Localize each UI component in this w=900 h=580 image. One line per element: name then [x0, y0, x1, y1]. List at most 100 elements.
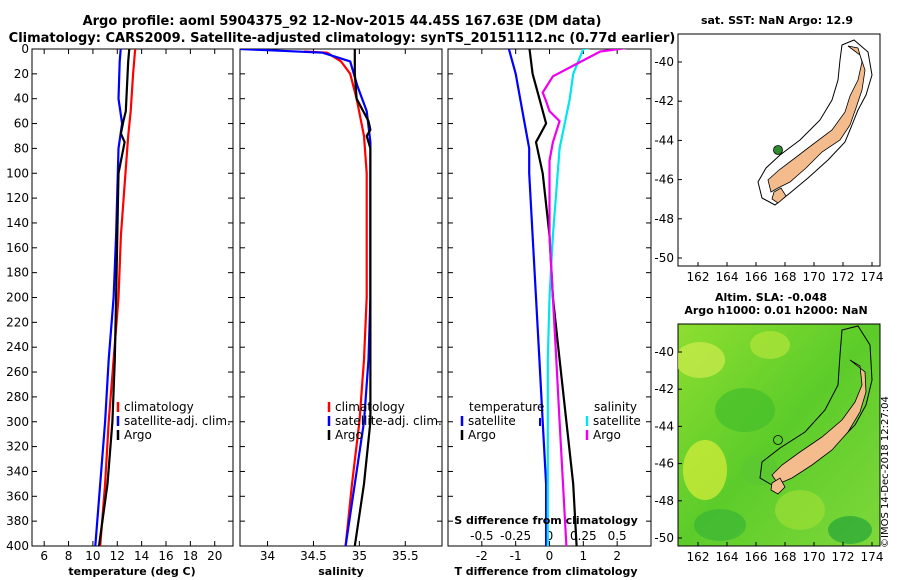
depth-tick-label: 240	[6, 340, 29, 354]
difference-legend: temperature satellite Argo salinity sate…	[460, 400, 641, 442]
sst-map-lat-label: -48	[654, 212, 674, 226]
difference-legend-salinity-title: salinity	[594, 400, 637, 414]
difference-series-s-satellite	[546, 49, 591, 546]
salinity-axes-box	[239, 48, 443, 547]
temperature-series-climatology	[99, 49, 137, 546]
sla-map-lat-label: -42	[654, 382, 674, 396]
sst-map-land	[767, 45, 866, 193]
salinity-diff-tick-label: -0.5	[470, 529, 493, 543]
temperature-xtick-label: 18	[183, 549, 198, 563]
salinity-diff-tick-label: 0.25	[570, 529, 597, 543]
sla-map-lat-label: -46	[654, 457, 674, 471]
sst-map-lon-label: 174	[861, 270, 884, 284]
sla-anomaly-high	[678, 342, 725, 378]
sla-map-lon-label: 170	[803, 550, 826, 564]
salinity-series-climatology	[304, 50, 368, 546]
sst-map-lon-label: 162	[687, 270, 710, 284]
temperature-series-argo	[97, 49, 131, 546]
difference-series-t-satellite	[507, 49, 548, 546]
sst-map-lat-label: -50	[654, 251, 674, 265]
sst-map-lat-label: -40	[654, 55, 674, 69]
temperature-xtick-label: 8	[65, 549, 73, 563]
sla-map-title-line2: Argo h1000: 0.01 h2000: NaN	[684, 304, 867, 317]
sla-anomaly-low	[694, 509, 746, 541]
difference-xtick-label: 2	[613, 549, 621, 563]
difference-legend-s-satellite: satellite	[593, 414, 641, 428]
sla-map-lat-label: -48	[654, 494, 674, 508]
temperature-legend: climatology satellite-adj. clim. Argo	[116, 400, 231, 442]
sla-map: Altim. SLA: -0.048 Argo h1000: 0.01 h200…	[654, 291, 883, 564]
salinity-xtick-label: 35.5	[392, 549, 419, 563]
depth-tick-label: 160	[6, 241, 29, 255]
depth-tick-label: 120	[6, 191, 29, 205]
sst-map-title: sat. SST: NaN Argo: 12.9	[701, 14, 853, 27]
difference-series-s-argo	[541, 49, 628, 546]
figure-title-line1: Argo profile: aoml 5904375_92 12-Nov-201…	[83, 14, 602, 29]
temperature-legend-satellite: satellite-adj. clim.	[124, 414, 231, 428]
sla-anomaly-high	[775, 490, 825, 530]
salinity-xtick-label: 34	[260, 549, 275, 563]
sst-map-lon-label: 170	[803, 270, 826, 284]
depth-tick-label: 320	[6, 440, 29, 454]
sla-map-title-line1: Altim. SLA: -0.048	[715, 291, 827, 304]
sla-map-lat-label: -50	[654, 531, 674, 545]
sla-map-lat-label: -44	[654, 419, 674, 433]
depth-tick-label: 40	[14, 92, 29, 106]
temperature-xtick-label: 10	[85, 549, 100, 563]
salinity-legend-satellite: satellite-adj. clim.	[335, 414, 442, 428]
temperature-xlabel: temperature (deg C)	[68, 565, 195, 578]
depth-tick-label: 200	[6, 291, 29, 305]
salinity-xtick-label: 34.5	[300, 549, 327, 563]
sst-map-stewart-island	[771, 187, 787, 204]
sla-map-lon-label: 162	[687, 550, 710, 564]
sla-map-stewart-island	[770, 477, 786, 495]
difference-legend-s-argo: Argo	[593, 428, 621, 442]
depth-tick-label: 400	[6, 539, 29, 553]
depth-tick-label: 20	[14, 67, 29, 81]
depth-tick-label: 380	[6, 514, 29, 528]
copyright-stamp: ©IMOS 14-Dec-2018 12:27:04	[880, 396, 891, 548]
sst-map: sat. SST: NaN Argo: 12.9 162 164 166 168 170…	[654, 14, 883, 284]
sst-map-lon-label: 164	[716, 270, 739, 284]
sla-map-field	[678, 325, 873, 544]
temperature-xtick-label: 16	[158, 549, 173, 563]
difference-series-t-argo	[528, 49, 578, 546]
sla-anomaly-high	[683, 440, 727, 500]
depth-tick-label: 180	[6, 266, 29, 280]
depth-tick-label: 340	[6, 464, 29, 478]
sla-anomaly-low	[742, 454, 778, 486]
sst-map-lat-label: -44	[654, 133, 674, 147]
sla-map-lon-label: 168	[774, 550, 797, 564]
depth-tick-label: 140	[6, 216, 29, 230]
sla-map-land	[771, 359, 867, 485]
temperature-xtick-label: 14	[134, 549, 149, 563]
salinity-xlabel: salinity	[318, 565, 364, 578]
salinity-panel: 34 34.5 35 35.5 salinity climatology satell…	[239, 48, 443, 578]
difference-legend-t-argo: Argo	[468, 428, 496, 442]
sla-anomaly-low	[715, 388, 775, 432]
sla-anomaly-high	[750, 331, 790, 359]
temperature-xtick-label: 20	[207, 549, 222, 563]
sla-map-lat-label: -40	[654, 345, 674, 359]
temperature-legend-climatology: climatology	[124, 400, 194, 414]
sla-map-lon-label: 172	[832, 550, 855, 564]
depth-tick-label: 80	[14, 141, 29, 155]
temperature-axes-box	[31, 48, 234, 547]
difference-panel: -2 -1 0 1 2 -0.5 -0.25 0 0.25 0.5 S difference fr…	[447, 48, 652, 578]
salinity-xtick-label: 35	[352, 549, 367, 563]
figure-title-line2: Climatology: CARS2009. Satellite-adjuste…	[9, 31, 676, 46]
difference-xtick-label: -2	[476, 549, 488, 563]
depth-tick-label: 360	[6, 489, 29, 503]
sla-map-argo-float	[773, 435, 783, 445]
sla-map-lon-label: 166	[745, 550, 768, 564]
sla-map-lon-label: 164	[716, 550, 739, 564]
sst-map-lon-label: 172	[832, 270, 855, 284]
sst-map-lon-label: 168	[774, 270, 797, 284]
salinity-diff-tick-label: -0.25	[500, 529, 531, 543]
difference-xtick-label: 0	[546, 549, 554, 563]
depth-tick-label: 260	[6, 365, 29, 379]
sst-map-lat-label: -42	[654, 94, 674, 108]
temperature-xtick-label: 12	[110, 549, 125, 563]
depth-tick-label: 280	[6, 390, 29, 404]
